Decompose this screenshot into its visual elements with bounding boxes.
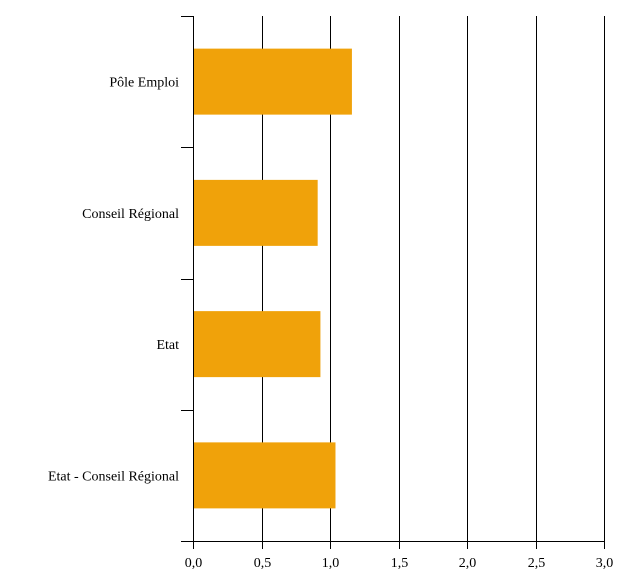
category-label-2: Etat — [156, 338, 179, 353]
category-label-0: Pôle Emploi — [109, 76, 179, 91]
bars — [193, 49, 352, 509]
category-axis: Pôle Emploi Conseil Régional Etat Etat - Co… — [48, 16, 194, 542]
value-tick-label-1: 0,5 — [254, 556, 272, 571]
value-tick-label-2: 1,0 — [322, 556, 340, 571]
value-axis: 0,0 0,5 1,0 1,5 2,0 2,5 3,0 — [185, 541, 614, 571]
bar-0 — [193, 49, 352, 115]
value-tick-label-3: 1,5 — [391, 556, 409, 571]
value-tick-label-4: 2,0 — [459, 556, 477, 571]
bar-2 — [193, 311, 320, 377]
value-tick-label-0: 0,0 — [185, 556, 203, 571]
bar-3 — [193, 442, 335, 508]
value-tick-label-5: 2,5 — [528, 556, 546, 571]
value-tick-label-6: 3,0 — [596, 556, 614, 571]
category-label-1: Conseil Régional — [82, 207, 179, 222]
category-label-3: Etat - Conseil Régional — [48, 469, 179, 484]
bar-1 — [193, 180, 318, 246]
